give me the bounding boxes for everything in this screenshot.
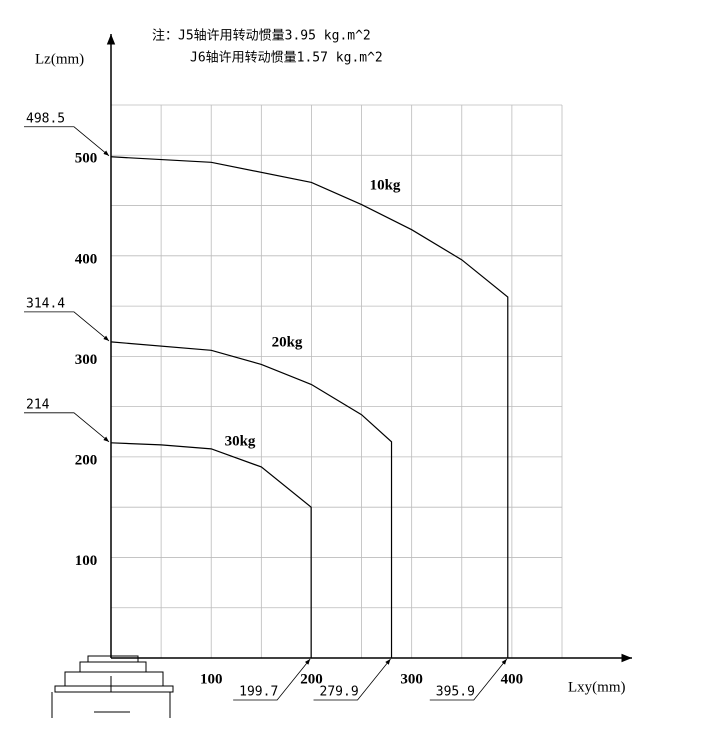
note: J6轴许用转动惯量1.57 kg.m^2 — [190, 50, 383, 66]
y-tick-label: 100 — [75, 553, 98, 569]
y-tick-label: 400 — [75, 251, 98, 267]
leader — [429, 658, 508, 701]
x-tick-label: 100 — [200, 671, 223, 687]
x-axis-label: Lxy(mm) — [568, 679, 626, 695]
x-tick-label: 300 — [400, 671, 423, 687]
x-tick-label: 400 — [501, 671, 524, 687]
series-label: 10kg — [370, 177, 401, 193]
annotation: 199.7 — [239, 685, 278, 700]
leader — [24, 126, 110, 157]
annotation: 214 — [26, 397, 50, 412]
leader — [313, 658, 391, 701]
leader — [24, 412, 110, 443]
note: 注：J5轴许用转动惯量3.95 kg.m^2 — [152, 28, 371, 44]
y-axis-label: Lz(mm) — [35, 51, 84, 67]
curve — [110, 341, 393, 658]
curve — [110, 442, 312, 658]
y-tick-label: 300 — [75, 352, 98, 368]
annotation: 314.4 — [26, 296, 65, 311]
leader — [24, 311, 110, 342]
robot-base — [51, 655, 174, 718]
annotation: 395.9 — [436, 685, 475, 700]
y-tick-label: 500 — [75, 151, 98, 167]
x-tick-label: 200 — [300, 671, 323, 687]
series-label: 30kg — [225, 433, 256, 449]
leader — [233, 658, 311, 701]
y-tick-label: 200 — [75, 452, 98, 468]
annotation: 498.5 — [26, 111, 65, 126]
series-label: 20kg — [272, 334, 303, 350]
curve — [110, 156, 509, 658]
annotation: 279.9 — [320, 685, 359, 700]
